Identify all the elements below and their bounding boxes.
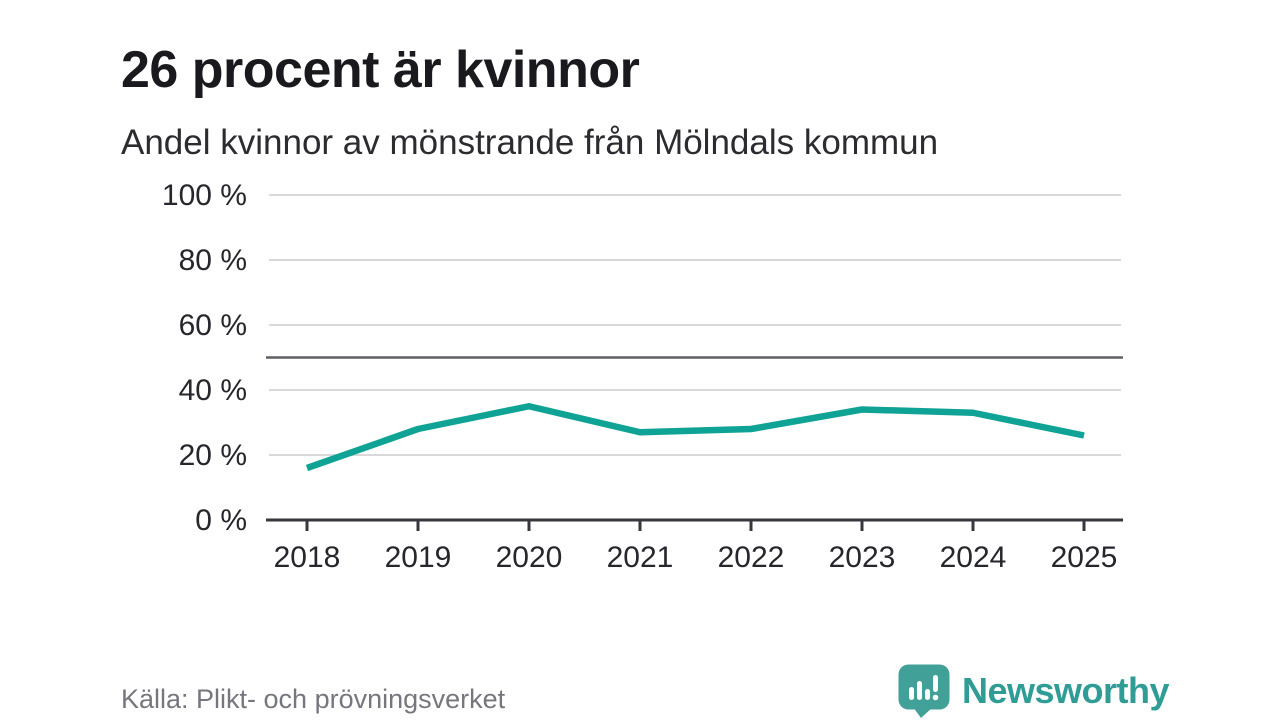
x-axis-label: 2019: [385, 541, 452, 574]
y-axis-label: 80 %: [179, 244, 247, 277]
y-axis-label: 60 %: [179, 309, 247, 342]
x-axis-label: 2020: [496, 541, 563, 574]
bar-chart-speech-bubble-icon: [898, 664, 950, 718]
source-note: Källa: Plikt- och prövningsverket: [121, 684, 506, 714]
newsworthy-logo: Newsworthy: [897, 663, 1170, 718]
newsworthy-logo-text: Newsworthy: [962, 669, 1170, 711]
y-axis-label: 0 %: [195, 504, 247, 537]
x-axis-label: 2023: [829, 541, 896, 574]
x-axis-label: 2025: [1051, 541, 1118, 574]
x-axis-label: 2018: [274, 541, 341, 574]
y-axis-label: 20 %: [179, 439, 247, 472]
y-axis-label: 40 %: [179, 374, 247, 407]
logo-exclamation-dot: [932, 694, 939, 701]
logo-bubble-tail: [913, 707, 933, 718]
x-axis-label: 2021: [607, 541, 674, 574]
data-line-series: [305, 403, 1085, 472]
logo-exclamation-bar: [933, 675, 938, 692]
logo-bar-2: [917, 681, 922, 700]
logo-bar-3: [925, 689, 930, 700]
logo-bubble: [898, 664, 950, 710]
x-axis-label: 2022: [718, 541, 785, 574]
chart-title: 26 procent är kvinnor: [121, 40, 640, 99]
chart-subtitle: Andel kvinnor av mönstrande från Mölndal…: [121, 123, 939, 162]
logo-bar-1: [909, 687, 914, 700]
x-axis-label: 2024: [940, 541, 1007, 574]
y-axis-label: 100 %: [162, 179, 247, 212]
